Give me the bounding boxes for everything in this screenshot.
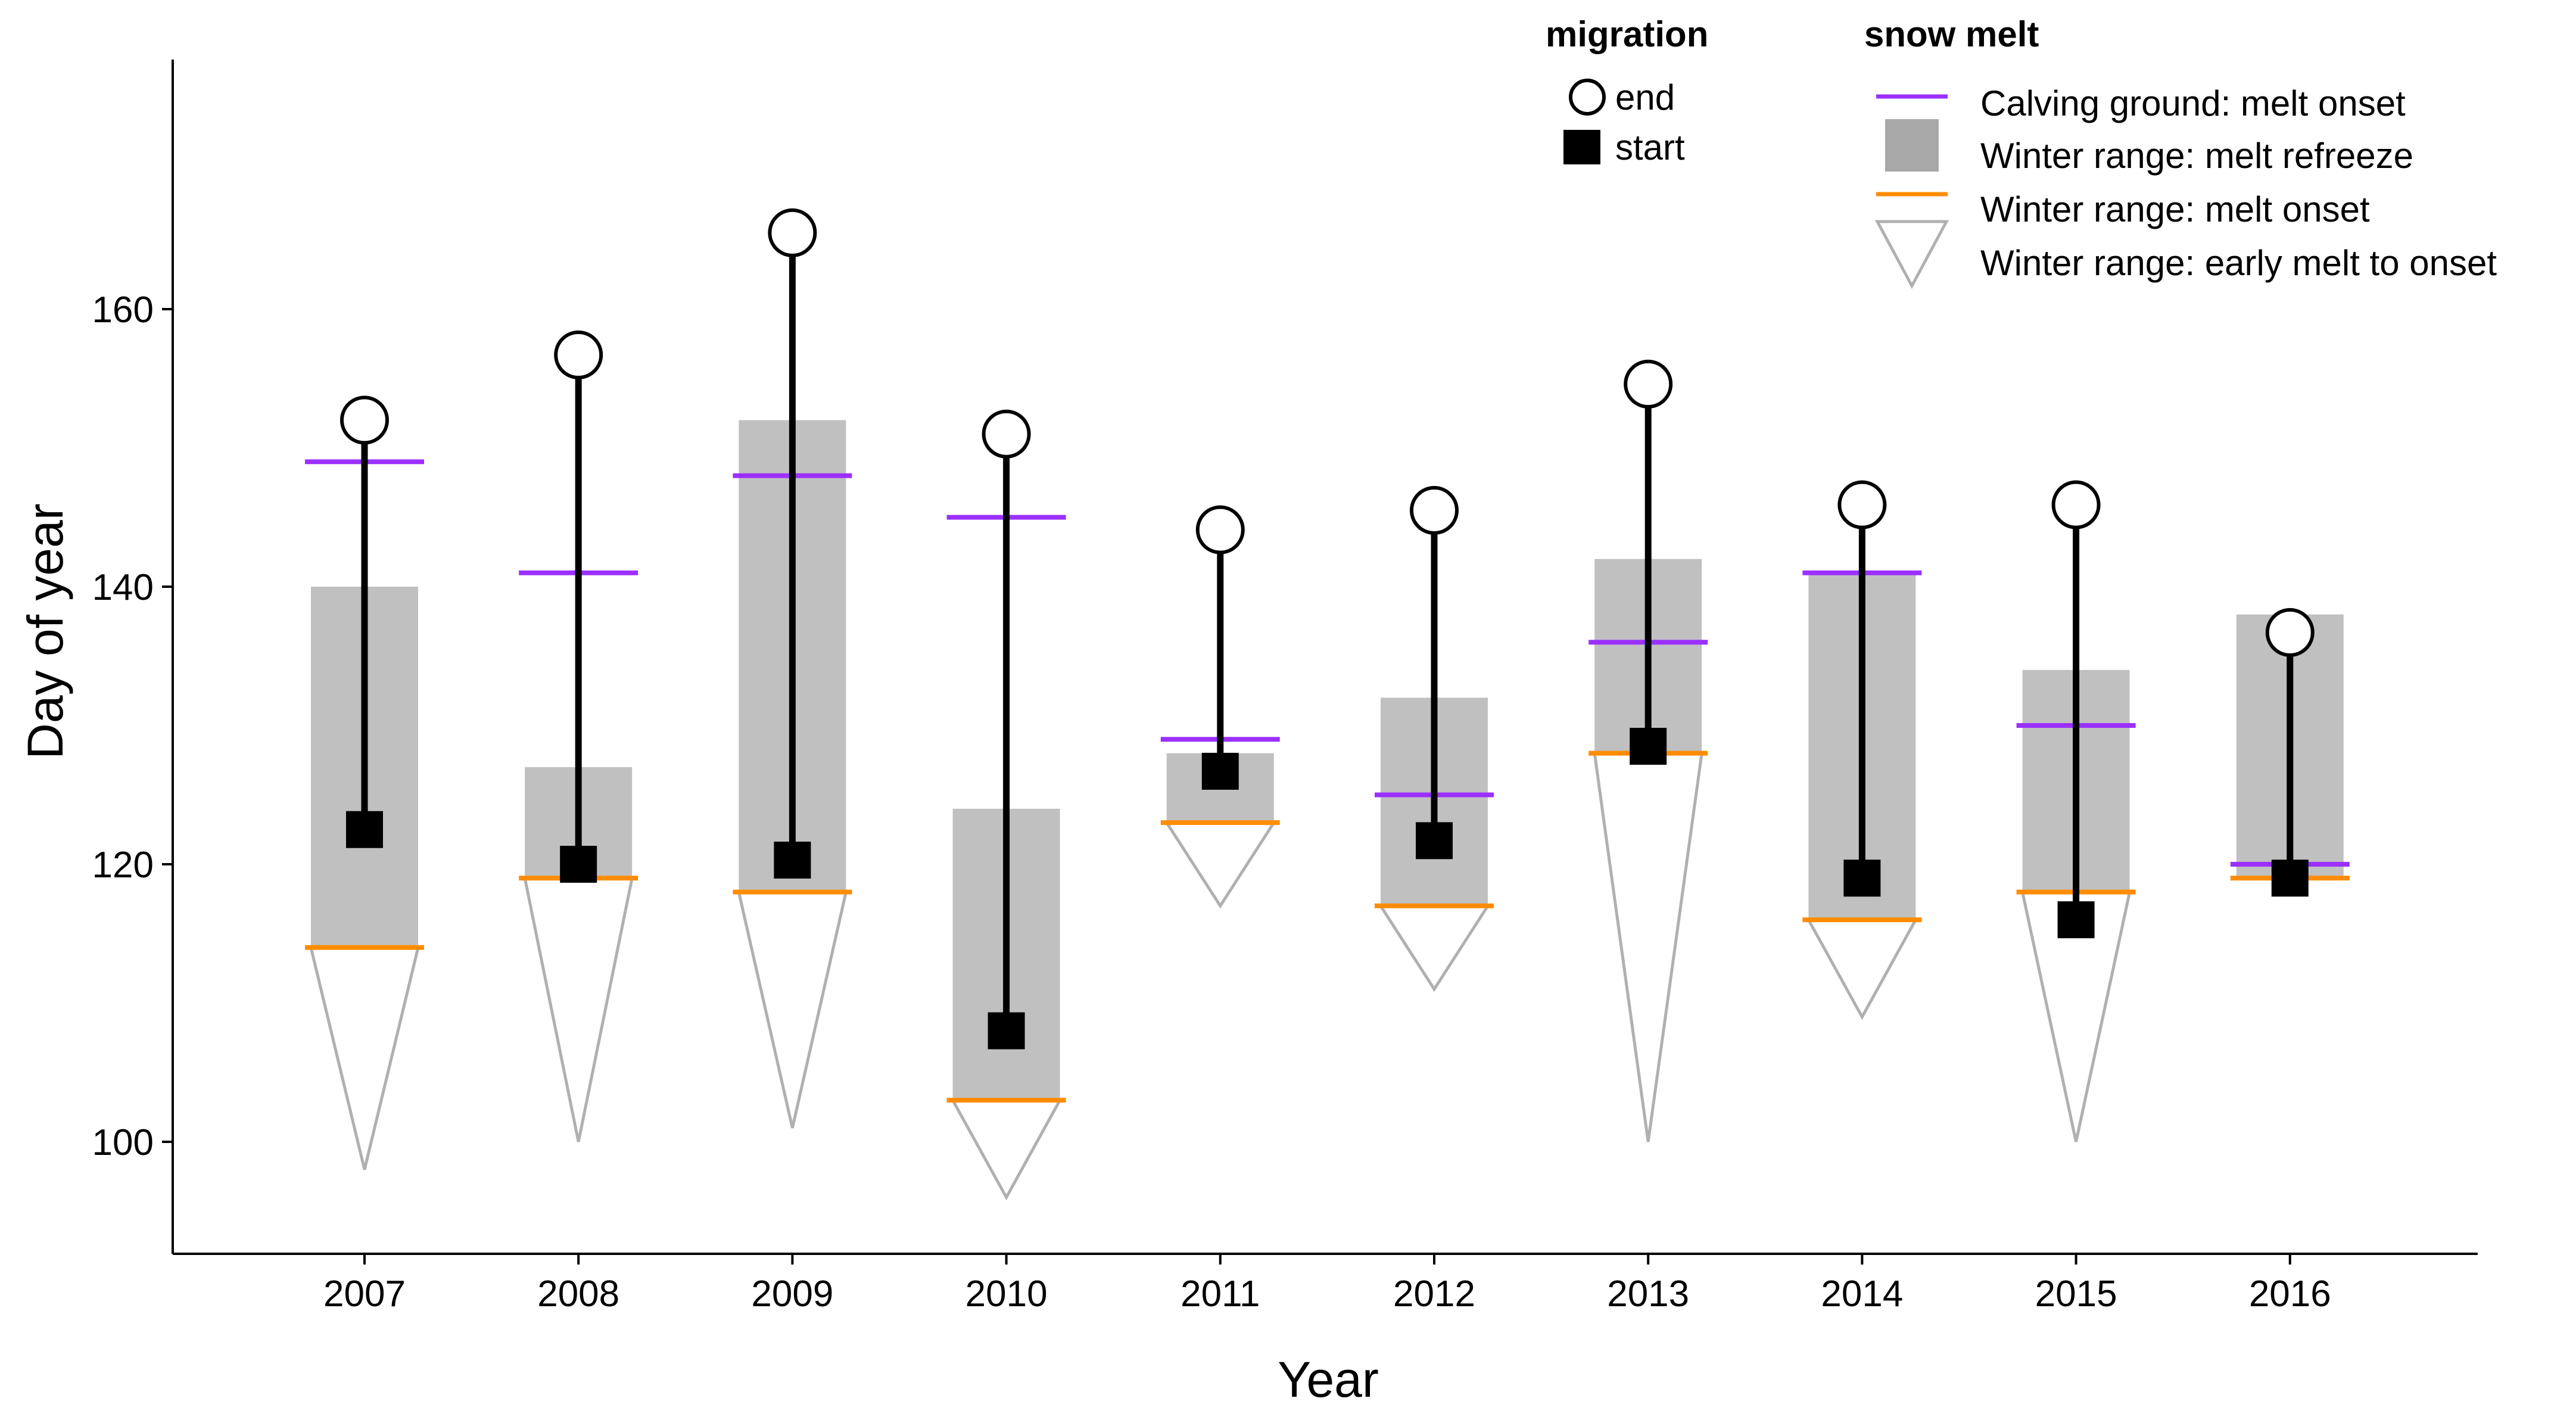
axes: 100 120 140 160 2007 2008 2009 2010 2011 2012 2013… [92, 60, 2478, 1315]
migration-end-marker [554, 330, 603, 379]
legend-start-marker [1563, 130, 1600, 164]
legend-end-label: end [1615, 77, 1675, 117]
x-tick-label: 2008 [537, 1273, 619, 1315]
early-melt-triangle [1593, 752, 1704, 1142]
migration-start-marker [1630, 727, 1667, 765]
early-melt-triangle [309, 946, 420, 1170]
migration-end-marker [982, 409, 1031, 459]
early-melt-triangle [1378, 904, 1491, 992]
migration-end-marker [1624, 359, 1673, 409]
x-tick-label: 2010 [965, 1273, 1048, 1315]
migration-end-marker [2051, 480, 2101, 530]
legend-start-label: start [1615, 127, 1685, 167]
migration-end-marker [1410, 485, 1459, 535]
migration-start-marker [1201, 752, 1239, 790]
x-tick-label: 2013 [1607, 1273, 1689, 1315]
legend-early-melt-triangle [1874, 220, 1949, 289]
x-tick-label: 2007 [323, 1273, 406, 1315]
migration-start-marker [1843, 859, 1881, 897]
y-tick-label: 120 [92, 845, 154, 886]
legend-refreeze-swatch [1885, 119, 1939, 172]
legend: migration end start snow melt Calving gr… [1546, 14, 2497, 289]
migration-start-marker [2057, 901, 2095, 939]
migration-end-marker [1837, 480, 1887, 530]
y-tick-label: 140 [92, 567, 154, 608]
y-axis-title: Day of year [17, 503, 73, 759]
legend-end-marker [1569, 79, 1606, 116]
migration-start-marker [774, 842, 811, 879]
early-melt-triangle [950, 1098, 1063, 1201]
migration-end-marker [340, 395, 389, 445]
migration-end-marker [1195, 505, 1245, 555]
migration-start-marker [560, 846, 597, 883]
y-tick-label: 160 [92, 289, 154, 331]
legend-calving-onset-label: Calving ground: melt onset [1980, 83, 2406, 123]
early-melt-triangle [1164, 821, 1277, 909]
y-tick-label: 100 [92, 1122, 154, 1163]
migration-start-marker [1416, 822, 1453, 859]
legend-early-melt-label: Winter range: early melt to onset [1980, 243, 2497, 283]
early-melt-triangle [737, 890, 848, 1129]
migration-start-marker [988, 1012, 1025, 1049]
early-melt-triangle [523, 876, 634, 1142]
x-tick-label: 2009 [751, 1273, 833, 1315]
x-tick-label: 2014 [1821, 1273, 1903, 1315]
early-melt-triangle [1806, 918, 1918, 1020]
x-tick-label: 2011 [1180, 1273, 1260, 1315]
x-tick-label: 2012 [1393, 1273, 1475, 1315]
plot-marks [305, 208, 2350, 1201]
migration-end-marker [768, 208, 817, 257]
x-axis-title: Year [1278, 1351, 1379, 1407]
migration-end-marker [2265, 608, 2315, 657]
legend-migration-title: migration [1546, 14, 1708, 54]
legend-winter-onset-label: Winter range: melt onset [1980, 189, 2370, 229]
legend-refreeze-label: Winter range: melt refreeze [1980, 136, 2413, 176]
migration-start-marker [346, 811, 383, 848]
migration-start-marker [2271, 859, 2309, 897]
x-tick-label: 2015 [2035, 1273, 2117, 1315]
legend-snowmelt-title: snow melt [1864, 14, 2039, 54]
x-tick-label: 2016 [2249, 1273, 2331, 1315]
